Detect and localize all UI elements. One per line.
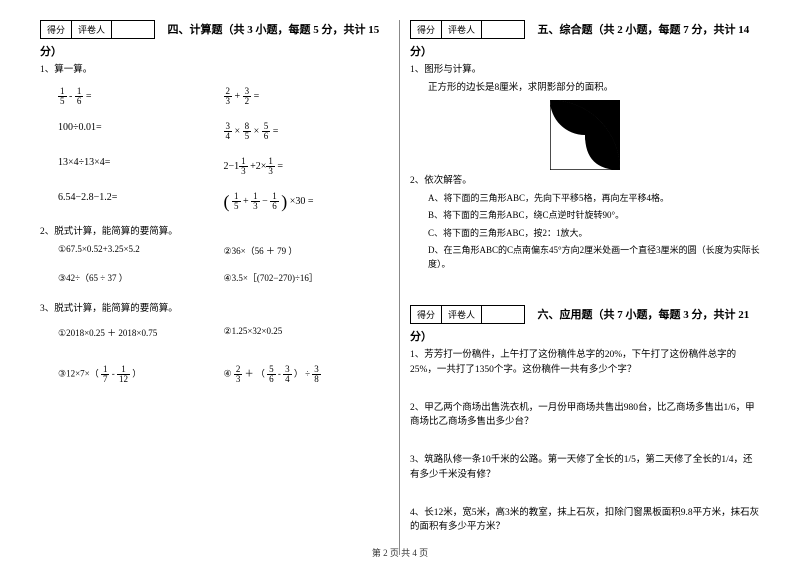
- expr-row-2: 100÷0.01= 34 × 85 × 56 =: [58, 116, 389, 151]
- score-box: 得分 评卷人: [40, 20, 155, 39]
- q4-3-row1: ①2018×0.25 ＋ 2018×0.75 ②1.25×32×0.25: [58, 320, 389, 349]
- q5-1a: 正方形的边长是8厘米，求阴影部分的面积。: [428, 81, 760, 95]
- score-label: 得分: [41, 21, 72, 38]
- expr-3b: 2−113 +2×13 =: [224, 157, 390, 176]
- expr-row-4: 6.54−2.8−1.2= ( 15 + 13 − 16 ) ×30 =: [58, 186, 389, 221]
- q5-1: 1、图形与计算。: [410, 63, 760, 77]
- expr-row-3: 13×4÷13×4= 2−113 +2×13 =: [58, 151, 389, 186]
- q4-3b: ②1.25×32×0.25: [224, 326, 390, 339]
- grader-label-3: 评卷人: [442, 306, 482, 323]
- expr-2b: 34 × 85 × 56 =: [224, 122, 390, 141]
- score-blank: [112, 21, 154, 38]
- expr-2a: 100÷0.01=: [58, 122, 224, 141]
- right-column: 得分 评卷人 五、综合题（共 2 小题，每题 7 分，共计 14 分） 1、图形…: [400, 20, 770, 555]
- expr-row-1: 15 - 16 = 23 + 32 =: [58, 81, 389, 116]
- shaded-figure: [550, 100, 620, 170]
- q6-3: 3、筑路队修一条10千米的公路。第一天修了全长的1/5，第二天修了全长的1/4，…: [410, 453, 760, 482]
- q4-2-row2: ③42÷（65 ÷ 37 ） ④3.5×［(702−270)÷16］: [58, 271, 389, 284]
- grader-label: 评卷人: [72, 21, 112, 38]
- score-box-2: 得分 评卷人: [410, 20, 525, 39]
- expr-4b: ( 15 + 13 − 16 ) ×30 =: [224, 192, 390, 211]
- q6-1: 1、芳芳打一份稿件，上午打了这份稿件总字的20%，下午打了这份稿件总字的25%，…: [410, 348, 760, 377]
- q4-2a: ①67.5×0.52+3.25×5.2: [58, 244, 224, 257]
- grader-label-2: 评卷人: [442, 21, 482, 38]
- q4-2d: ④3.5×［(702−270)÷16］: [224, 271, 390, 284]
- q4-3c: ③12×7×（ 17 - 112 ）: [58, 365, 224, 384]
- score-blank-2: [482, 21, 524, 38]
- q5-2b: B、将下面的三角形ABC，绕C点逆时针旋转90°。: [428, 209, 760, 223]
- expr-4a: 6.54−2.8−1.2=: [58, 192, 224, 211]
- q4-2c: ③42÷（65 ÷ 37 ）: [58, 271, 224, 284]
- q4-2: 2、脱式计算，能简算的要简算。: [40, 225, 389, 239]
- q4-3: 3、脱式计算，能简算的要简算。: [40, 302, 389, 316]
- q4-3d: ④ 23 ＋ （ 56 - 34 ） ÷ 38: [224, 365, 390, 384]
- q5-2a: A、将下面的三角形ABC，先向下平移5格，再向左平移4格。: [428, 192, 760, 206]
- q4-3a: ①2018×0.25 ＋ 2018×0.75: [58, 326, 224, 339]
- q6-2: 2、甲乙两个商场出售洗衣机，一月份甲商场共售出980台，比乙商场多售出1/6，甲…: [410, 401, 760, 430]
- q4-2b: ②36×（56 ＋ 79 ）: [224, 244, 390, 257]
- q4-2-row1: ①67.5×0.52+3.25×5.2 ②36×（56 ＋ 79 ）: [58, 244, 389, 257]
- q5-2d: D、在三角形ABC的C点南偏东45°方向2厘米处画一个直径3厘米的圆（长度为实际…: [428, 244, 760, 271]
- q4-3-row2: ③12×7×（ 17 - 112 ） ④ 23 ＋ （ 56 - 34 ） ÷ …: [58, 359, 389, 394]
- page-footer: 第 2 页 共 4 页: [0, 546, 800, 559]
- score-blank-3: [482, 306, 524, 323]
- score-label-3: 得分: [411, 306, 442, 323]
- q5-2c: C、将下面的三角形ABC，按2：1放大。: [428, 227, 760, 241]
- expr-3a: 13×4÷13×4=: [58, 157, 224, 176]
- expr-1a: 15 - 16 =: [58, 87, 224, 106]
- q5-2: 2、依次解答。: [410, 174, 760, 188]
- left-column: 得分 评卷人 四、计算题（共 3 小题，每题 5 分，共计 15 分） 1、算一…: [30, 20, 400, 555]
- score-label-2: 得分: [411, 21, 442, 38]
- q6-4: 4、长12米，宽5米，高3米的教室，抹上石灰，扣除门窗黑板面积9.8平方米，抹石…: [410, 506, 760, 535]
- expr-1b: 23 + 32 =: [224, 87, 390, 106]
- q4-1: 1、算一算。: [40, 63, 389, 77]
- score-box-3: 得分 评卷人: [410, 305, 525, 324]
